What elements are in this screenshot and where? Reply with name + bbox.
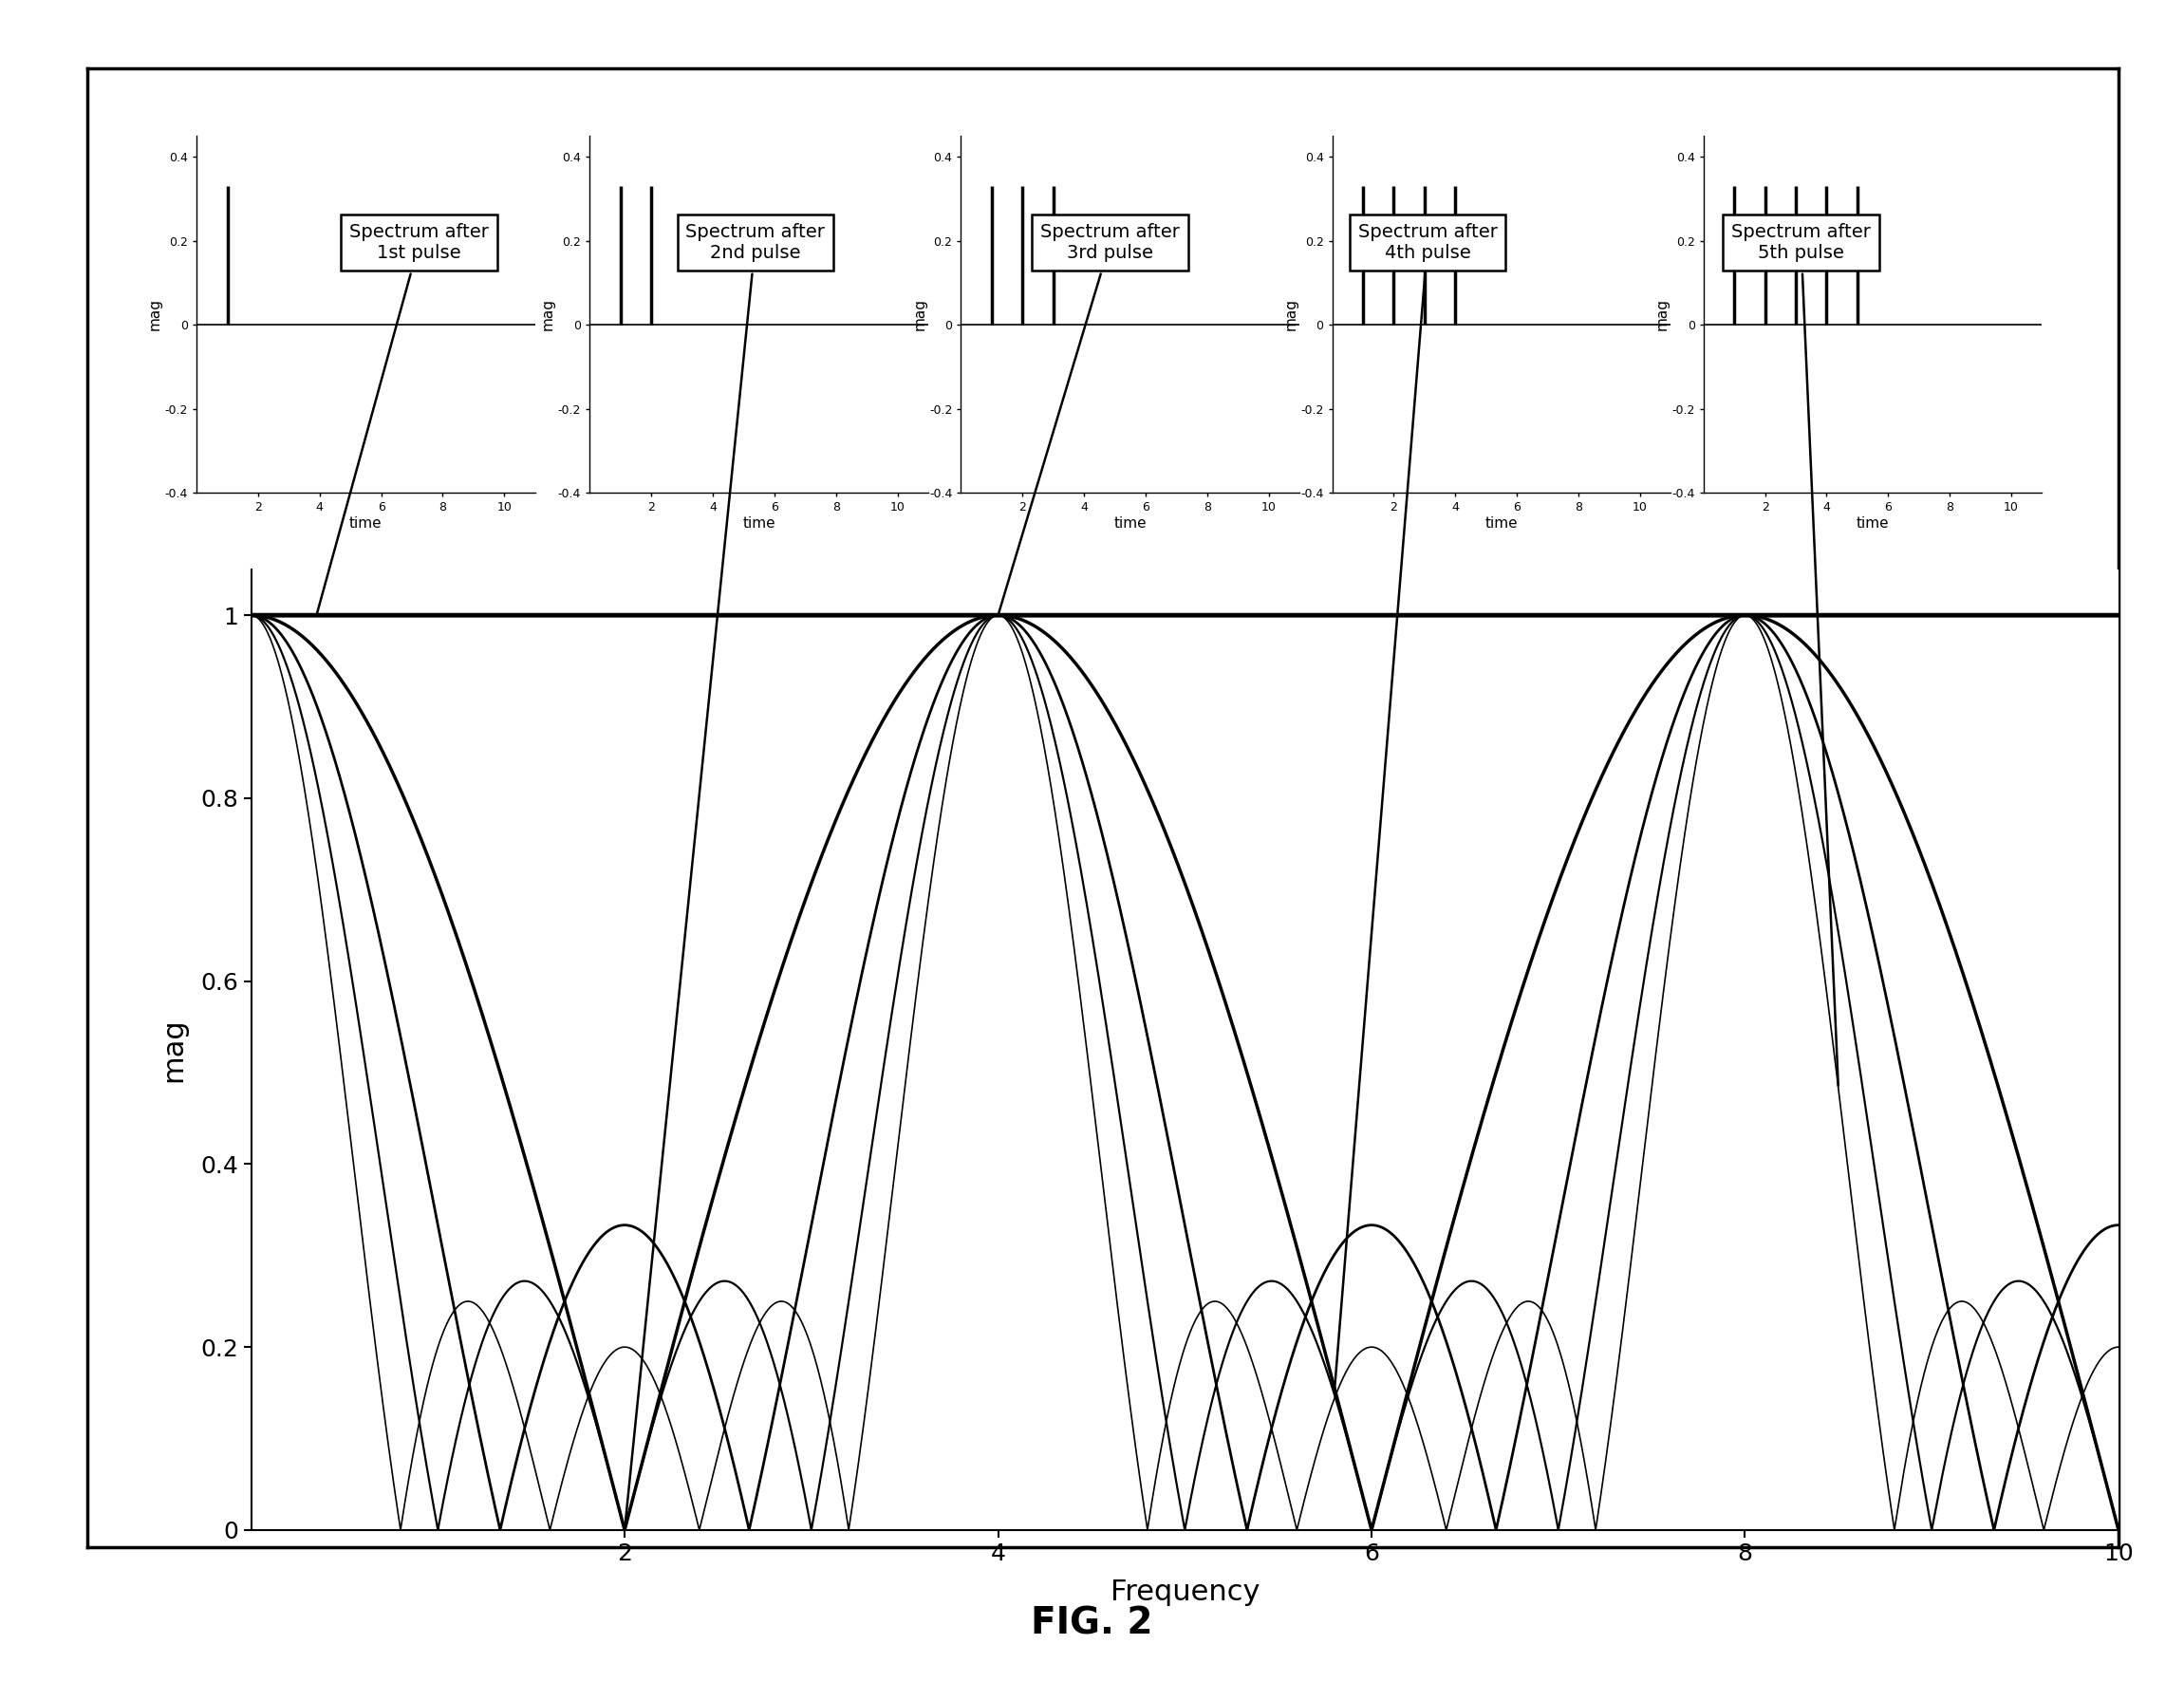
Y-axis label: mag: mag — [149, 299, 162, 330]
X-axis label: Frequency: Frequency — [1109, 1579, 1260, 1606]
X-axis label: time: time — [1114, 517, 1147, 530]
X-axis label: time: time — [1485, 517, 1518, 530]
Text: Spectrum after
2nd pulse: Spectrum after 2nd pulse — [625, 223, 826, 1527]
Y-axis label: mag: mag — [1284, 299, 1297, 330]
Text: Spectrum after
1st pulse: Spectrum after 1st pulse — [317, 223, 489, 612]
X-axis label: time: time — [349, 517, 382, 530]
Text: FIG. 2: FIG. 2 — [1031, 1605, 1153, 1642]
X-axis label: time: time — [1856, 517, 1889, 530]
Y-axis label: mag: mag — [542, 299, 555, 330]
Text: Spectrum after
3rd pulse: Spectrum after 3rd pulse — [998, 223, 1179, 612]
X-axis label: time: time — [743, 517, 775, 530]
Text: Spectrum after
5th pulse: Spectrum after 5th pulse — [1732, 223, 1872, 1086]
Y-axis label: mag: mag — [159, 1018, 188, 1081]
Y-axis label: mag: mag — [1655, 299, 1669, 330]
Text: Spectrum after
4th pulse: Spectrum after 4th pulse — [1334, 223, 1498, 1391]
Y-axis label: mag: mag — [913, 299, 926, 330]
